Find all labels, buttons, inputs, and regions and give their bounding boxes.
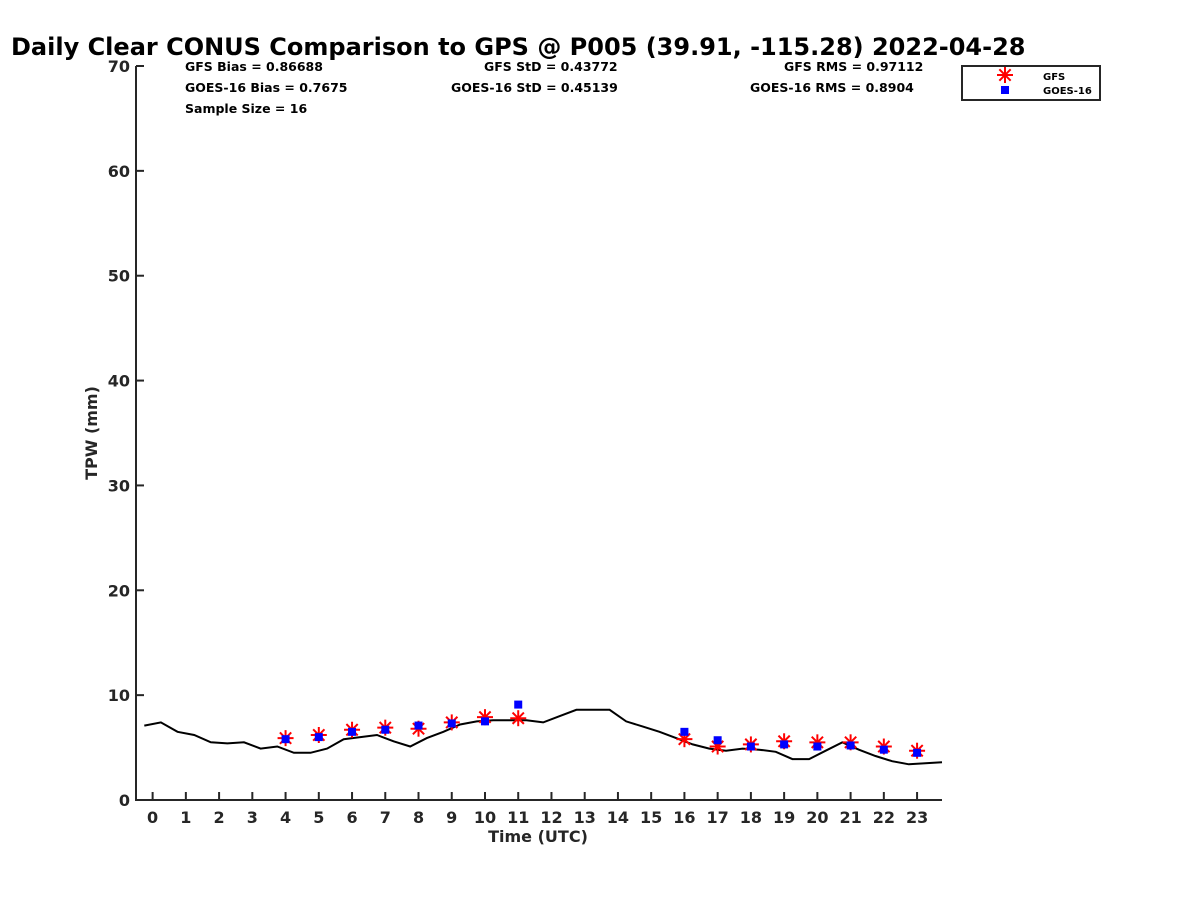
legend-goes-square-icon (1001, 86, 1009, 94)
gfs-point (510, 710, 527, 727)
chart-title: Daily Clear CONUS Comparison to GPS @ P0… (11, 33, 1025, 61)
y-tick-label: 40 (108, 372, 130, 391)
x-tick-label: 21 (839, 808, 861, 827)
goes-point (514, 700, 523, 709)
goes-point (746, 742, 755, 751)
y-axis-label: TPW (mm) (82, 386, 101, 480)
legend-gfs-label: GFS (1043, 72, 1065, 83)
legend-gfs-star-icon (997, 67, 1013, 83)
goes-std-text: GOES-16 StD = 0.45139 (451, 80, 618, 95)
goes-point (713, 736, 722, 745)
stats-annotations: GFS Bias = 0.86688 GOES-16 Bias = 0.7675… (185, 59, 923, 116)
goes-series-layer (281, 700, 922, 757)
x-tick-label: 6 (346, 808, 357, 827)
x-axis-label: Time (UTC) (488, 827, 588, 846)
x-tick-label: 3 (247, 808, 258, 827)
x-tick-label: 10 (474, 808, 496, 827)
goes-point (281, 735, 290, 744)
goes-point (447, 719, 456, 728)
x-tick-label: 8 (413, 808, 424, 827)
goes-point (480, 717, 489, 726)
goes-rms-text: GOES-16 RMS = 0.8904 (750, 80, 914, 95)
x-tick-label: 14 (607, 808, 629, 827)
x-tick-label: 4 (280, 808, 291, 827)
gfs-bias-text: GFS Bias = 0.86688 (185, 59, 323, 74)
x-tick-label: 23 (906, 808, 928, 827)
y-tick-label: 20 (108, 581, 130, 600)
goes-point (913, 748, 922, 757)
x-tick-label: 17 (707, 808, 729, 827)
x-tick-label: 7 (380, 808, 391, 827)
gfs-rms-text: GFS RMS = 0.97112 (784, 59, 923, 74)
legend: GFS GOES-16 (961, 65, 1101, 101)
sample-size-text: Sample Size = 16 (185, 101, 307, 116)
goes-point (780, 740, 789, 749)
goes-point (879, 745, 888, 754)
legend-gfs-star-mark (997, 67, 1013, 83)
gps-line-layer (144, 708, 943, 766)
legend-goes-label: GOES-16 (1043, 86, 1092, 97)
x-tick-label: 12 (540, 808, 562, 827)
plot-area (144, 700, 943, 766)
goes-point (846, 741, 855, 750)
goes-point (348, 727, 357, 736)
gfs-series-layer (277, 709, 926, 759)
y-tick-label: 10 (108, 686, 130, 705)
y-tick-label: 70 (108, 57, 130, 76)
x-tick-label: 15 (640, 808, 662, 827)
x-tick-label: 2 (214, 808, 225, 827)
x-tick-label: 20 (806, 808, 828, 827)
x-tick-label: 9 (446, 808, 457, 827)
goes-bias-text: GOES-16 Bias = 0.7675 (185, 80, 347, 95)
y-tick-label: 50 (108, 267, 130, 286)
x-tick-label: 11 (507, 808, 529, 827)
legend-box (961, 65, 1101, 101)
goes-point (381, 725, 390, 734)
x-tick-label: 19 (773, 808, 795, 827)
gps-line (144, 708, 943, 766)
y-tick-label: 0 (119, 791, 130, 810)
x-tick-label: 18 (740, 808, 762, 827)
y-tick-label: 30 (108, 476, 130, 495)
goes-point (813, 742, 822, 751)
x-tick-label: 0 (147, 808, 158, 827)
x-tick-label: 16 (673, 808, 695, 827)
x-tick-label: 1 (180, 808, 191, 827)
goes-point (314, 733, 323, 742)
x-tick-label: 13 (574, 808, 596, 827)
goes-point (680, 727, 689, 736)
goes-point (414, 721, 423, 730)
x-tick-label: 22 (873, 808, 895, 827)
gfs-std-text: GFS StD = 0.43772 (484, 59, 618, 74)
y-tick-label: 60 (108, 162, 130, 181)
x-tick-label: 5 (313, 808, 324, 827)
y-ticks: 0 10 20 30 40 50 60 70 (108, 57, 144, 810)
x-ticks: 0 1 2 3 4 5 6 7 8 9 10 11 12 13 14 15 16 17 18 19 20 21 22 23 (147, 792, 928, 827)
